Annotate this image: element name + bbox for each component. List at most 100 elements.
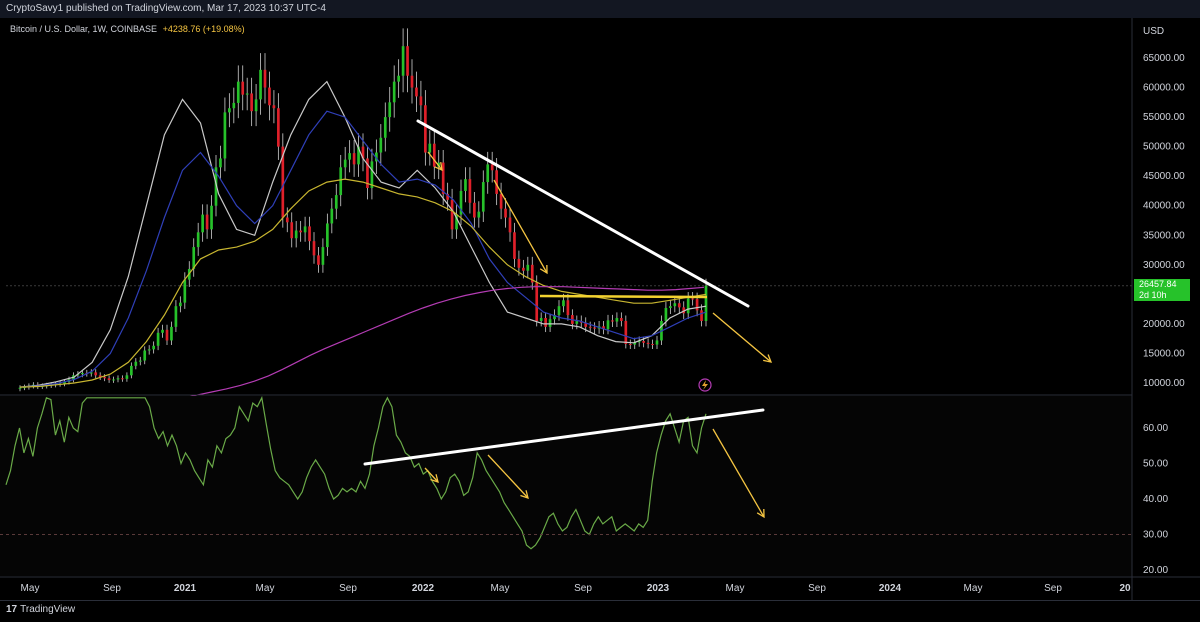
candle-body bbox=[317, 255, 320, 265]
candle-body bbox=[383, 117, 387, 138]
moving-average-line bbox=[19, 110, 707, 388]
candle-body bbox=[490, 164, 494, 171]
candle-body bbox=[691, 298, 694, 300]
candle-body bbox=[121, 378, 124, 380]
candle-body bbox=[397, 75, 400, 82]
candle-body bbox=[410, 75, 414, 88]
candle-body bbox=[593, 327, 596, 329]
candle-body bbox=[686, 298, 690, 314]
candle-body bbox=[441, 162, 445, 194]
candle-body bbox=[219, 158, 222, 168]
candle-body bbox=[633, 342, 637, 345]
price-tick-label: 65000.00 bbox=[1143, 53, 1185, 64]
candle-body bbox=[245, 93, 249, 95]
candle-body bbox=[624, 320, 628, 344]
symbol-legend[interactable]: Bitcoin / U.S. Dollar, 1W, COINBASE +423… bbox=[10, 24, 245, 34]
candle-body bbox=[334, 195, 338, 209]
candle-body bbox=[236, 81, 240, 103]
candle-body bbox=[611, 320, 614, 322]
candle-body bbox=[424, 105, 427, 153]
rsi-tick-label: 30.00 bbox=[1143, 530, 1168, 541]
time-tick-label: May bbox=[964, 583, 983, 594]
candle-body bbox=[294, 230, 298, 239]
rsi-trendline bbox=[363, 408, 765, 466]
candle-body bbox=[290, 222, 294, 239]
candle-body bbox=[544, 318, 547, 327]
time-tick-label: Sep bbox=[808, 583, 826, 594]
price-trendline bbox=[416, 119, 750, 308]
candle-body bbox=[241, 81, 245, 95]
candle-body bbox=[486, 164, 490, 183]
candle-body bbox=[620, 318, 623, 321]
rsi-arrow-down-3-head bbox=[756, 508, 765, 519]
candle-body bbox=[134, 361, 138, 366]
candle-body bbox=[401, 46, 405, 76]
candle-body bbox=[602, 326, 605, 330]
candle-body bbox=[343, 159, 347, 168]
price-tick-label: 40000.00 bbox=[1143, 201, 1185, 212]
candle-body bbox=[348, 153, 351, 160]
candle-body bbox=[553, 315, 556, 320]
candle-body bbox=[646, 342, 650, 344]
price-tick-label: 20000.00 bbox=[1143, 319, 1185, 330]
candle-body bbox=[428, 143, 432, 153]
arrow-down-3-head bbox=[763, 354, 773, 363]
candle-body bbox=[513, 232, 516, 259]
candle-body bbox=[156, 332, 160, 346]
moving-average-line bbox=[19, 80, 707, 388]
candle-body bbox=[125, 375, 129, 379]
currency-label[interactable]: USD bbox=[1143, 26, 1165, 37]
bar-countdown: 2d 10h bbox=[1139, 290, 1167, 300]
candle-body bbox=[81, 372, 84, 375]
candle-body bbox=[495, 170, 498, 194]
candle-body bbox=[179, 302, 182, 307]
rsi-tick-label: 20.00 bbox=[1143, 565, 1168, 576]
time-tick-label: May bbox=[21, 583, 40, 594]
candle-body bbox=[312, 241, 316, 256]
candle-body bbox=[615, 318, 619, 322]
rsi-tick-label: 40.00 bbox=[1143, 494, 1168, 505]
tradingview-logo[interactable]: 17 TradingView bbox=[6, 604, 75, 615]
price-tick-label: 55000.00 bbox=[1143, 112, 1185, 123]
publisher-line: CryptoSavy1 published on TradingView.com… bbox=[6, 3, 326, 14]
candle-body bbox=[651, 344, 654, 345]
price-tick-label: 45000.00 bbox=[1143, 171, 1185, 182]
candle-body bbox=[161, 329, 164, 333]
current-price-tag: 26457.84 2d 10h bbox=[1134, 279, 1190, 301]
time-tick-label: May bbox=[726, 583, 745, 594]
moving-average-line bbox=[169, 286, 705, 402]
candle-body bbox=[673, 303, 677, 307]
publisher-bar: CryptoSavy1 published on TradingView.com… bbox=[0, 0, 1200, 18]
candle-body bbox=[655, 340, 659, 345]
candle-body bbox=[446, 193, 449, 200]
candle-body bbox=[277, 108, 280, 147]
candle-body bbox=[419, 96, 423, 106]
candle-body bbox=[254, 99, 258, 112]
rsi-arrow-down-1-head bbox=[430, 474, 439, 483]
candle-body bbox=[112, 379, 115, 381]
candle-body bbox=[508, 217, 512, 233]
arrow-down-2 bbox=[493, 179, 548, 274]
candle-body bbox=[272, 105, 276, 109]
candle-body bbox=[392, 81, 396, 103]
candle-body bbox=[575, 320, 579, 324]
candle-body bbox=[308, 226, 311, 242]
candle-body bbox=[375, 152, 378, 162]
candle-body bbox=[147, 349, 151, 351]
candle-body bbox=[339, 167, 343, 196]
tradingview-logo-icon: 17 bbox=[6, 604, 18, 615]
candle-body bbox=[669, 306, 672, 308]
candle-body bbox=[259, 69, 262, 100]
time-tick-label: Sep bbox=[574, 583, 592, 594]
candle-body bbox=[437, 162, 441, 167]
time-tick-label: Sep bbox=[1044, 583, 1062, 594]
rsi-arrow-down-1 bbox=[424, 467, 439, 483]
time-tick-label: May bbox=[491, 583, 510, 594]
candle-body bbox=[366, 158, 369, 188]
candle-body bbox=[526, 264, 530, 271]
candle-body bbox=[415, 87, 418, 97]
candle-body bbox=[468, 179, 472, 203]
arrow-down-1-head bbox=[434, 161, 443, 172]
candle-body bbox=[464, 179, 467, 191]
